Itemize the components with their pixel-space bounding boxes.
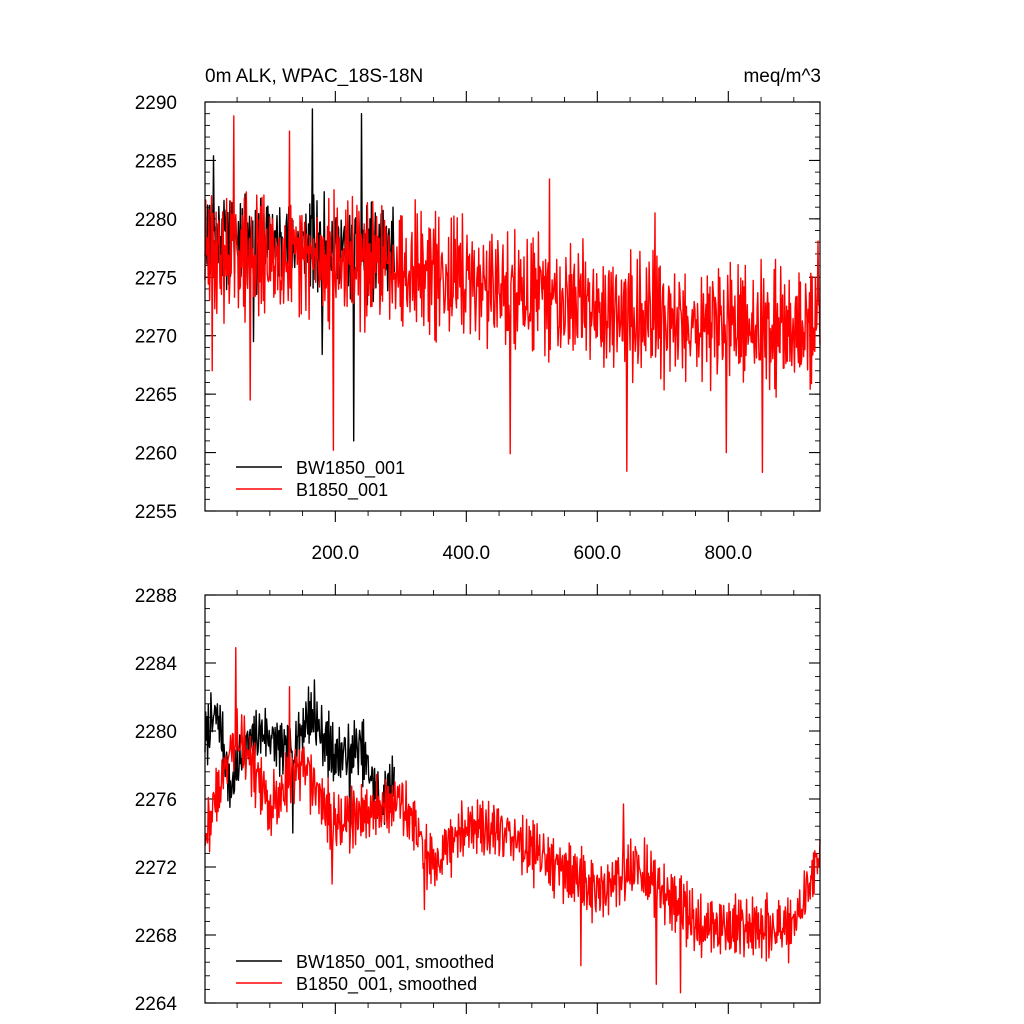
bottom-panel-legend: BW1850_001, smoothed B1850_001, smoothed [236, 952, 494, 995]
legend-label-bw1850: BW1850_001 [296, 458, 405, 479]
top-panel-title: 0m ALK, WPAC_18S-18N [205, 66, 423, 87]
bottom-panel-series [204, 647, 821, 994]
legend-label-bw1850-smoothed: BW1850_001, smoothed [296, 952, 494, 973]
legend-label-b1850-smoothed: B1850_001, smoothed [296, 974, 477, 995]
y-tick-label: 2264 [135, 994, 178, 1015]
top-panel-frame [204, 101, 821, 512]
legend-label-b1850: B1850_001 [296, 480, 388, 501]
y-tick-label: 2260 [135, 444, 177, 465]
bottom-panel-frame [204, 594, 821, 1004]
y-tick-label: 2290 [135, 93, 177, 114]
y-tick-label: 2265 [135, 385, 177, 406]
x-tick-label: 800.0 [705, 543, 753, 564]
top-panel-legend: BW1850_001 B1850_001 [236, 458, 405, 501]
x-tick-label: 200.0 [312, 543, 360, 564]
top-panel-series [204, 108, 821, 474]
y-tick-label: 2285 [135, 151, 177, 172]
y-tick-label: 2280 [135, 210, 177, 231]
y-tick-label: 2288 [135, 586, 177, 607]
y-tick-label: 2268 [135, 926, 177, 947]
top-panel-units: meq/m^3 [743, 66, 821, 87]
x-tick-label: 600.0 [574, 543, 622, 564]
x-tick-label: 400.0 [443, 543, 491, 564]
y-tick-label: 2270 [135, 327, 177, 348]
y-tick-label: 2276 [135, 790, 177, 811]
series-line-b1850-001-smoothed [204, 647, 821, 994]
y-tick-label: 2272 [135, 858, 177, 879]
y-tick-label: 2280 [135, 722, 177, 743]
y-tick-label: 2255 [135, 502, 177, 523]
y-tick-label: 2284 [135, 654, 178, 675]
bottom-panel: 2264 2268 2272 2276 2280 2284 2288 BW1850_001,… [135, 584, 821, 1015]
series-line-bw1850-001-smoothed [204, 679, 395, 841]
top-panel-ticks: 2255 2260 2265 2270 2275 2280 2285 2290 200.0 400… [135, 91, 820, 564]
series-line-b1850-001 [204, 115, 821, 474]
y-tick-label: 2275 [135, 268, 177, 289]
top-panel: 0m ALK, WPAC_18S-18N meq/m^3 2255 2260 226… [135, 66, 821, 564]
